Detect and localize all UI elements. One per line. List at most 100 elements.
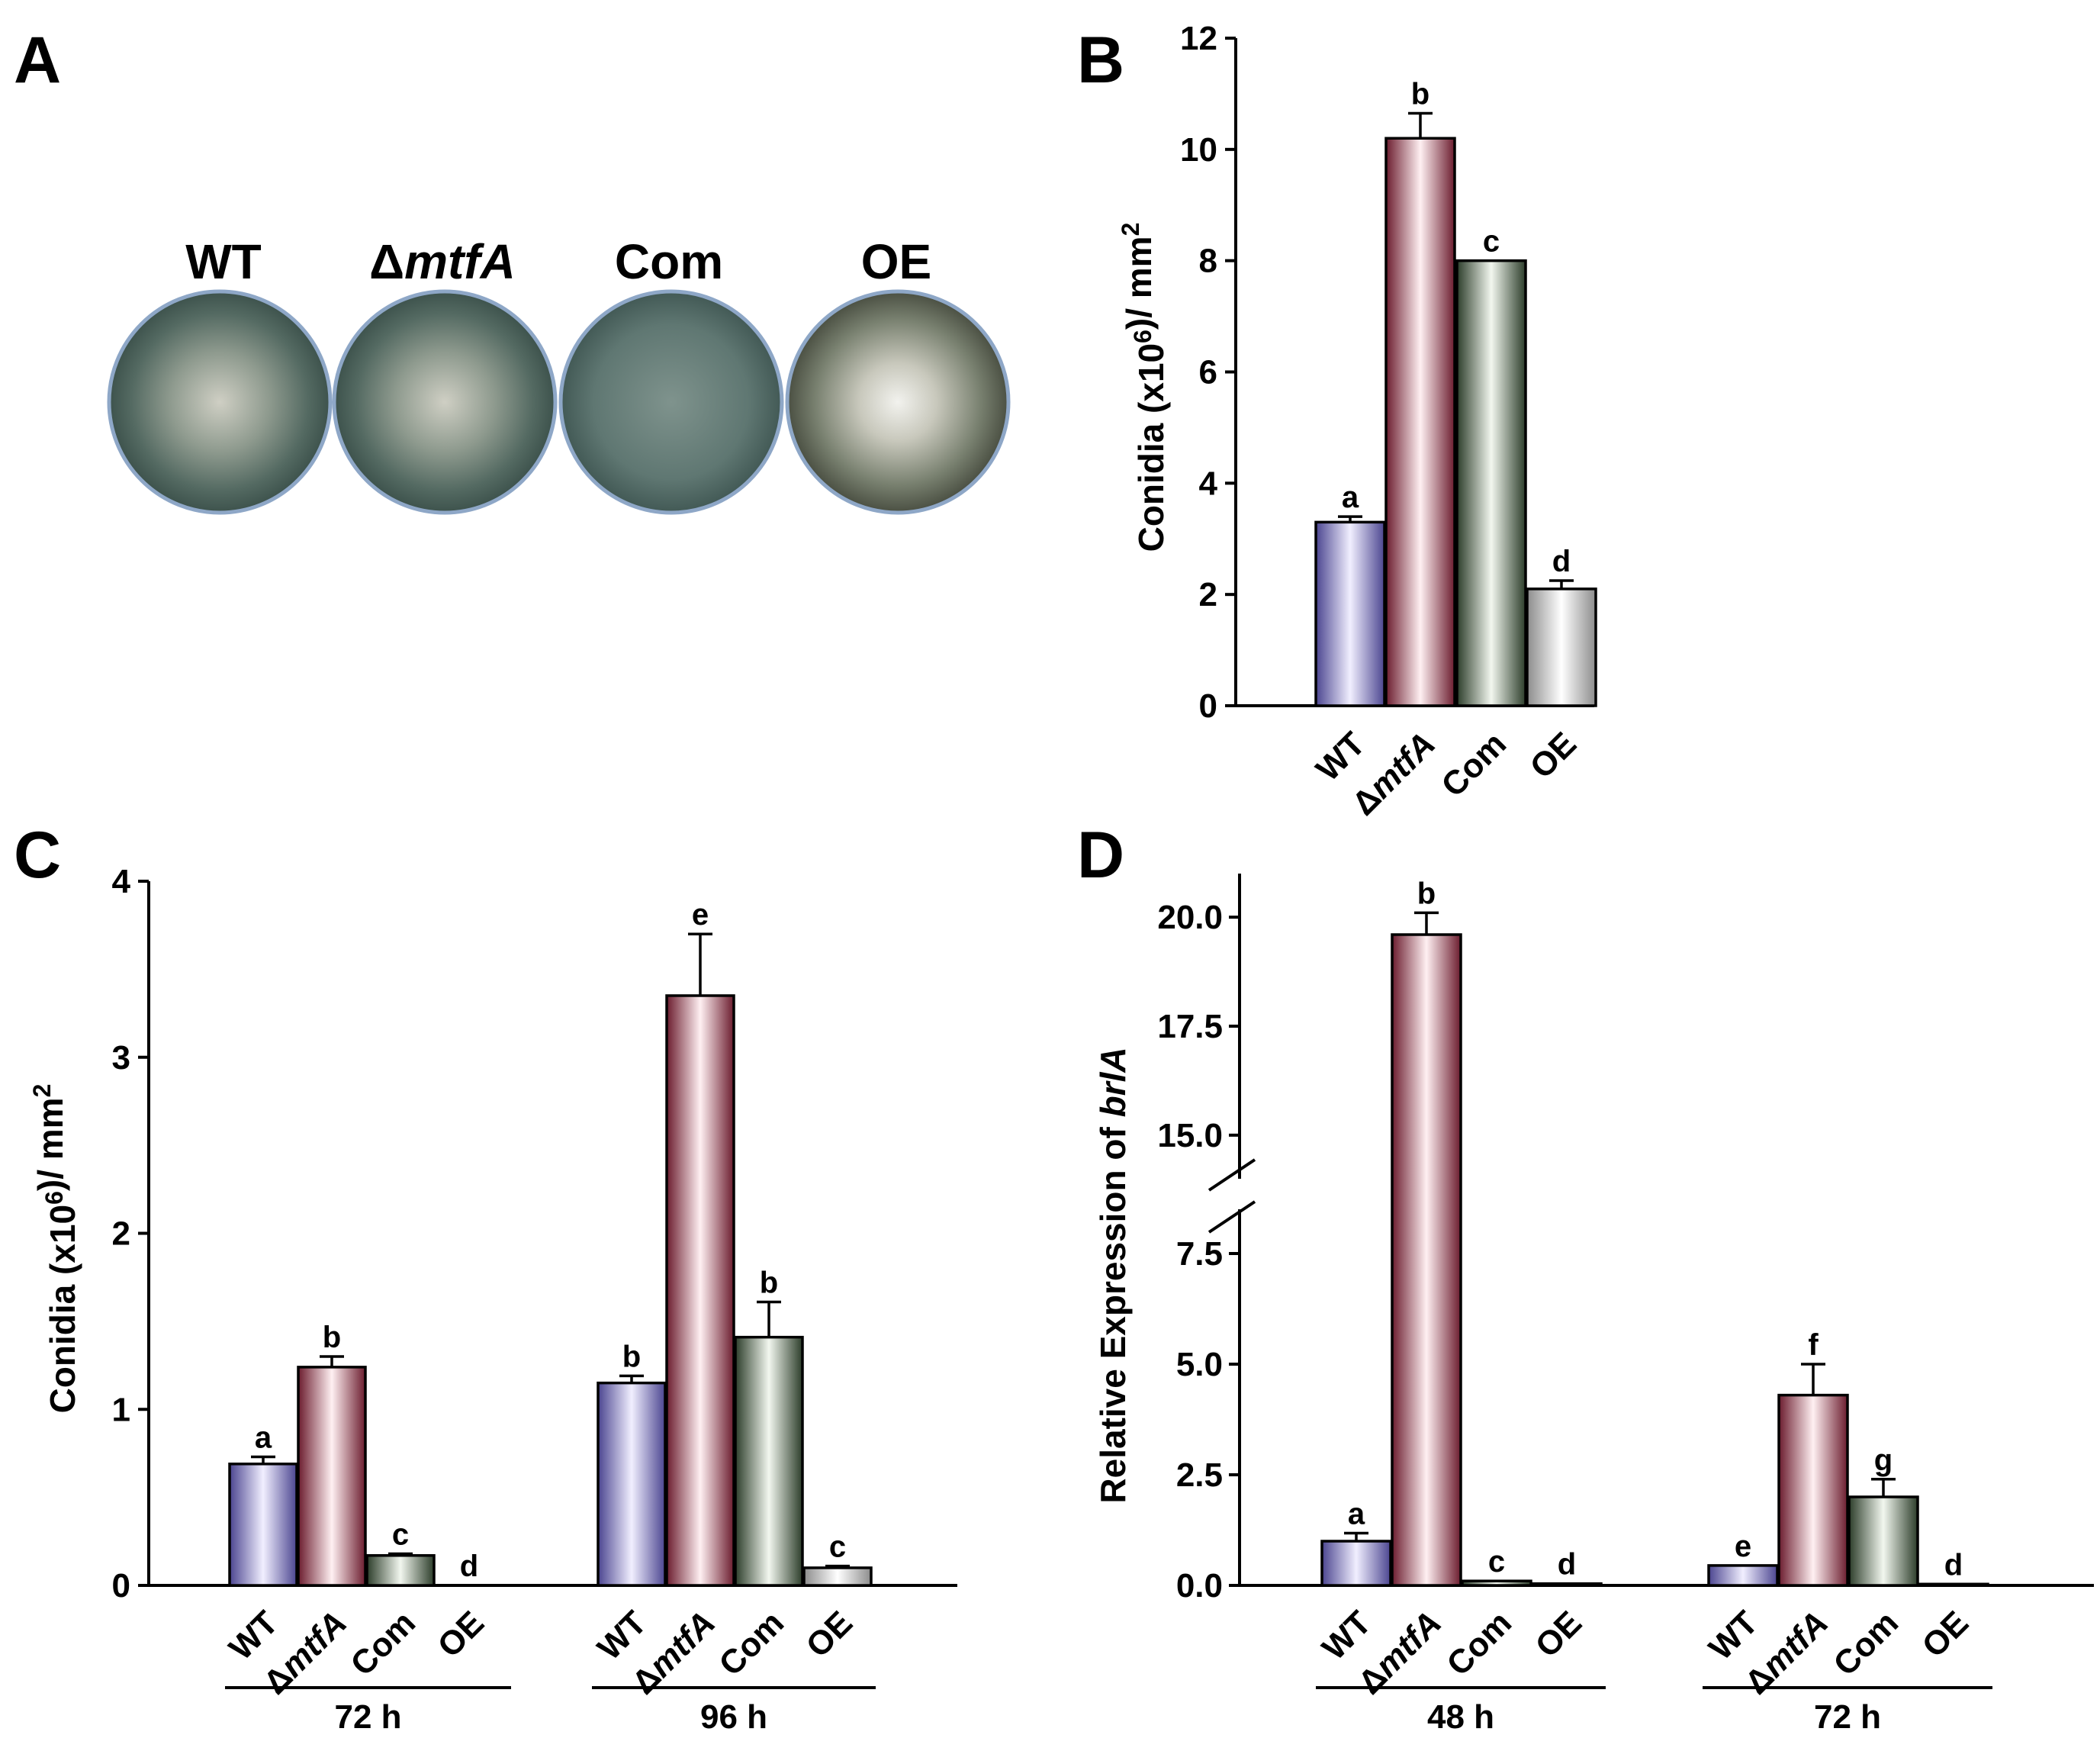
bar-72-h-oe [1918, 1582, 1989, 1587]
bar-delta-mtfa [1384, 137, 1456, 707]
sig-letter-delta-mtfa: b [1411, 77, 1429, 111]
y-tick-label: 0 [1199, 687, 1217, 725]
culture-plates [107, 289, 1011, 515]
y-axis-title-sup-4: 2 [28, 1084, 56, 1098]
y-tick-label: 8 [1199, 243, 1217, 280]
group-label-96-h: 96 h [700, 1698, 767, 1736]
y-tick-label: 4 [112, 863, 131, 900]
sig-letter-96-h-oe: c [829, 1530, 846, 1564]
bar-96-h-delta-mtfa [665, 994, 735, 1587]
panel-letter-c: C [14, 819, 61, 892]
y-tick-label: 2.5 [1176, 1456, 1223, 1494]
y-tick-label: 7.5 [1176, 1235, 1223, 1273]
y-axis-title: Conidia (x106)/ mm2 [28, 1084, 82, 1414]
bar-72-h-wt [1707, 1564, 1779, 1587]
category-label-48-h-com: Com [1439, 1604, 1519, 1683]
panel-letter-b: B [1077, 24, 1124, 97]
y-tick-label: 6 [1199, 354, 1217, 391]
axis-break-mark-upper [1208, 1158, 1256, 1192]
sig-letter-72-h-com: c [392, 1518, 409, 1551]
sig-letter-72-h-wt: e [1735, 1530, 1751, 1563]
axis-break-mark-lower [1208, 1200, 1256, 1234]
group-label-48-h: 48 h [1427, 1698, 1494, 1736]
sig-letter-com: c [1483, 225, 1500, 259]
group-label-72-h: 72 h [1814, 1698, 1881, 1736]
strain-labels: WT ΔmtfA Com OE [185, 234, 931, 289]
y-tick-label: 17.5 [1157, 1008, 1223, 1045]
panel-a: A WT ΔmtfA Com OE [14, 24, 1011, 515]
y-tick-label: 0 [112, 1567, 130, 1604]
sig-letter-48-h-oe: d [1558, 1548, 1576, 1582]
y-tick-label: 2 [112, 1215, 130, 1253]
bar-com [1455, 259, 1527, 707]
plate-wt [107, 289, 333, 515]
strain-italic: mtfA [404, 234, 516, 289]
sig-letter-72-h-oe: d [460, 1550, 478, 1583]
bar-72-h-delta-mtfa [1777, 1393, 1849, 1587]
y-tick-label: 1 [112, 1391, 130, 1428]
y-tick-label: 4 [1199, 465, 1218, 502]
y-axis-title-sup-1: 6 [40, 1191, 68, 1205]
category-label-72-h-com: Com [1826, 1604, 1905, 1683]
bar-48-h-delta-mtfa [1391, 933, 1462, 1587]
sig-letter-72-h-oe: d [1944, 1548, 1963, 1582]
sig-letter-72-h-com: g [1874, 1444, 1893, 1477]
y-axis-title-sup-1: 6 [1129, 330, 1156, 343]
group-label-72-h: 72 h [334, 1698, 401, 1736]
bar-48-h-wt [1320, 1540, 1392, 1587]
bar-96-h-com [734, 1335, 804, 1587]
strain-label-wt: WT [185, 234, 262, 289]
sig-letter-oe: d [1552, 545, 1571, 578]
sig-letter-48-h-com: c [1488, 1545, 1505, 1579]
sig-letter-96-h-delta-mtfa: e [692, 898, 709, 932]
category-label-96-h-com: Com [712, 1604, 791, 1683]
sig-letter-48-h-wt: a [1348, 1498, 1365, 1531]
plate-mtfa [332, 289, 558, 515]
bar-oe [1526, 587, 1597, 707]
y-tick-label: 15.0 [1157, 1117, 1223, 1154]
category-label-com: Com [1434, 725, 1513, 804]
strain-label-oe: OE [861, 234, 931, 289]
y-axis-title-part-3: )/ mm [1119, 236, 1159, 330]
panel-letter-a: A [14, 24, 61, 97]
bar-72-h-wt [228, 1463, 298, 1587]
y-axis-title-sup-4: 2 [1117, 223, 1144, 237]
sig-letter-72-h-delta-mtfa: f [1808, 1328, 1819, 1362]
bar-72-h-com [365, 1554, 436, 1587]
bar-72-h-delta-mtfa [297, 1366, 367, 1587]
bar-72-h-com [1848, 1495, 1919, 1587]
bar-96-h-wt [597, 1381, 667, 1587]
y-axis-title-part-3: )/ mm [31, 1097, 70, 1191]
category-label-oe: OE [1523, 725, 1584, 786]
bar-48-h-com [1461, 1579, 1532, 1587]
category-label-72-h-oe: OE [430, 1604, 491, 1665]
category-label-48-h-oe: OE [1528, 1604, 1589, 1665]
bar-wt [1314, 520, 1386, 707]
sig-letter-96-h-com: b [760, 1266, 778, 1299]
category-label-72-h-oe: OE [1915, 1604, 1976, 1665]
sig-letter-72-h-delta-mtfa: b [323, 1321, 341, 1354]
category-label-96-h-oe: OE [799, 1604, 860, 1665]
y-tick-label: 20.0 [1157, 899, 1223, 936]
y-tick-label: 0.0 [1176, 1567, 1223, 1604]
delta-symbol: Δ [369, 234, 404, 289]
sig-letter-96-h-wt: b [622, 1340, 641, 1373]
y-axis-title-gene: brlA [1093, 1047, 1133, 1117]
y-axis-title-part-0: Conidia (x10 [1131, 343, 1171, 552]
y-tick-label: 2 [1199, 576, 1217, 613]
y-axis-title-part-0: Conidia (x10 [43, 1205, 82, 1414]
y-tick-label: 12 [1180, 20, 1217, 57]
panel-letter-d: D [1077, 819, 1124, 892]
sig-letter-wt: a [1342, 481, 1359, 514]
category-label-72-h-com: Com [343, 1604, 423, 1683]
strain-label-mtfa: ΔmtfA [369, 234, 516, 289]
chart-d: 0.0 2.5 5.0 7.5 15.0 17.5 20.0 Relative Express… [1093, 874, 2094, 1736]
strain-label-com: Com [615, 234, 723, 289]
plate-oe [785, 289, 1011, 515]
bar-96-h-oe [802, 1566, 873, 1587]
y-tick-label: 3 [112, 1039, 130, 1077]
y-axis-title-text: Relative Expression of [1093, 1117, 1133, 1503]
